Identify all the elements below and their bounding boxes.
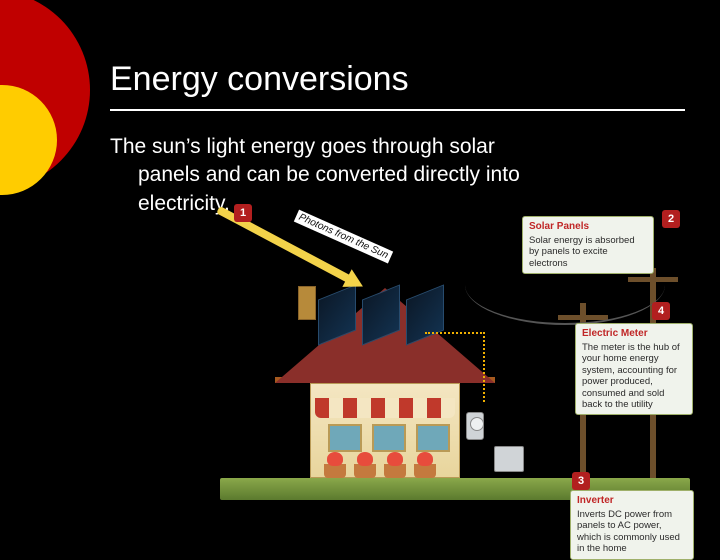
- callout-inverter: Inverter Inverts DC power from panels to…: [570, 490, 694, 560]
- step-badge-4: 4: [652, 302, 670, 320]
- planter: [384, 464, 406, 478]
- inverter-icon: [494, 446, 524, 472]
- callout-text: The meter is the hub of your home energy…: [582, 342, 680, 410]
- planter: [324, 464, 346, 478]
- callout-title: Solar Panels: [529, 221, 647, 233]
- callout-electric-meter: Electric Meter The meter is the hub of y…: [575, 323, 693, 415]
- callout-text: Solar energy is absorbed by panels to ex…: [529, 235, 635, 269]
- callout-solar-panels: Solar Panels Solar energy is absorbed by…: [522, 216, 654, 274]
- planter: [354, 464, 376, 478]
- step-badge-2: 2: [662, 210, 680, 228]
- body-line-1: The sun’s light energy goes through sola…: [110, 135, 495, 158]
- window: [416, 424, 450, 452]
- window: [328, 424, 362, 452]
- body-line-2: panels and can be converted directly int…: [110, 161, 690, 189]
- planter: [414, 464, 436, 478]
- window: [372, 424, 406, 452]
- solar-infographic: Photons from the Sun 1 2 4 3 Solar Panel…: [220, 200, 700, 530]
- title-divider: [110, 109, 685, 111]
- step-badge-1: 1: [234, 204, 252, 222]
- callout-title: Electric Meter: [582, 328, 686, 340]
- step-badge-3: 3: [572, 472, 590, 490]
- callout-text: Inverts DC power from panels to AC power…: [577, 509, 680, 554]
- callout-title: Inverter: [577, 495, 687, 507]
- chimney: [298, 286, 316, 320]
- electric-meter-icon: [466, 412, 484, 440]
- slide-title: Energy conversions: [110, 60, 690, 99]
- slide-content: Energy conversions The sun’s light energ…: [110, 60, 690, 218]
- connection-line: [425, 332, 485, 402]
